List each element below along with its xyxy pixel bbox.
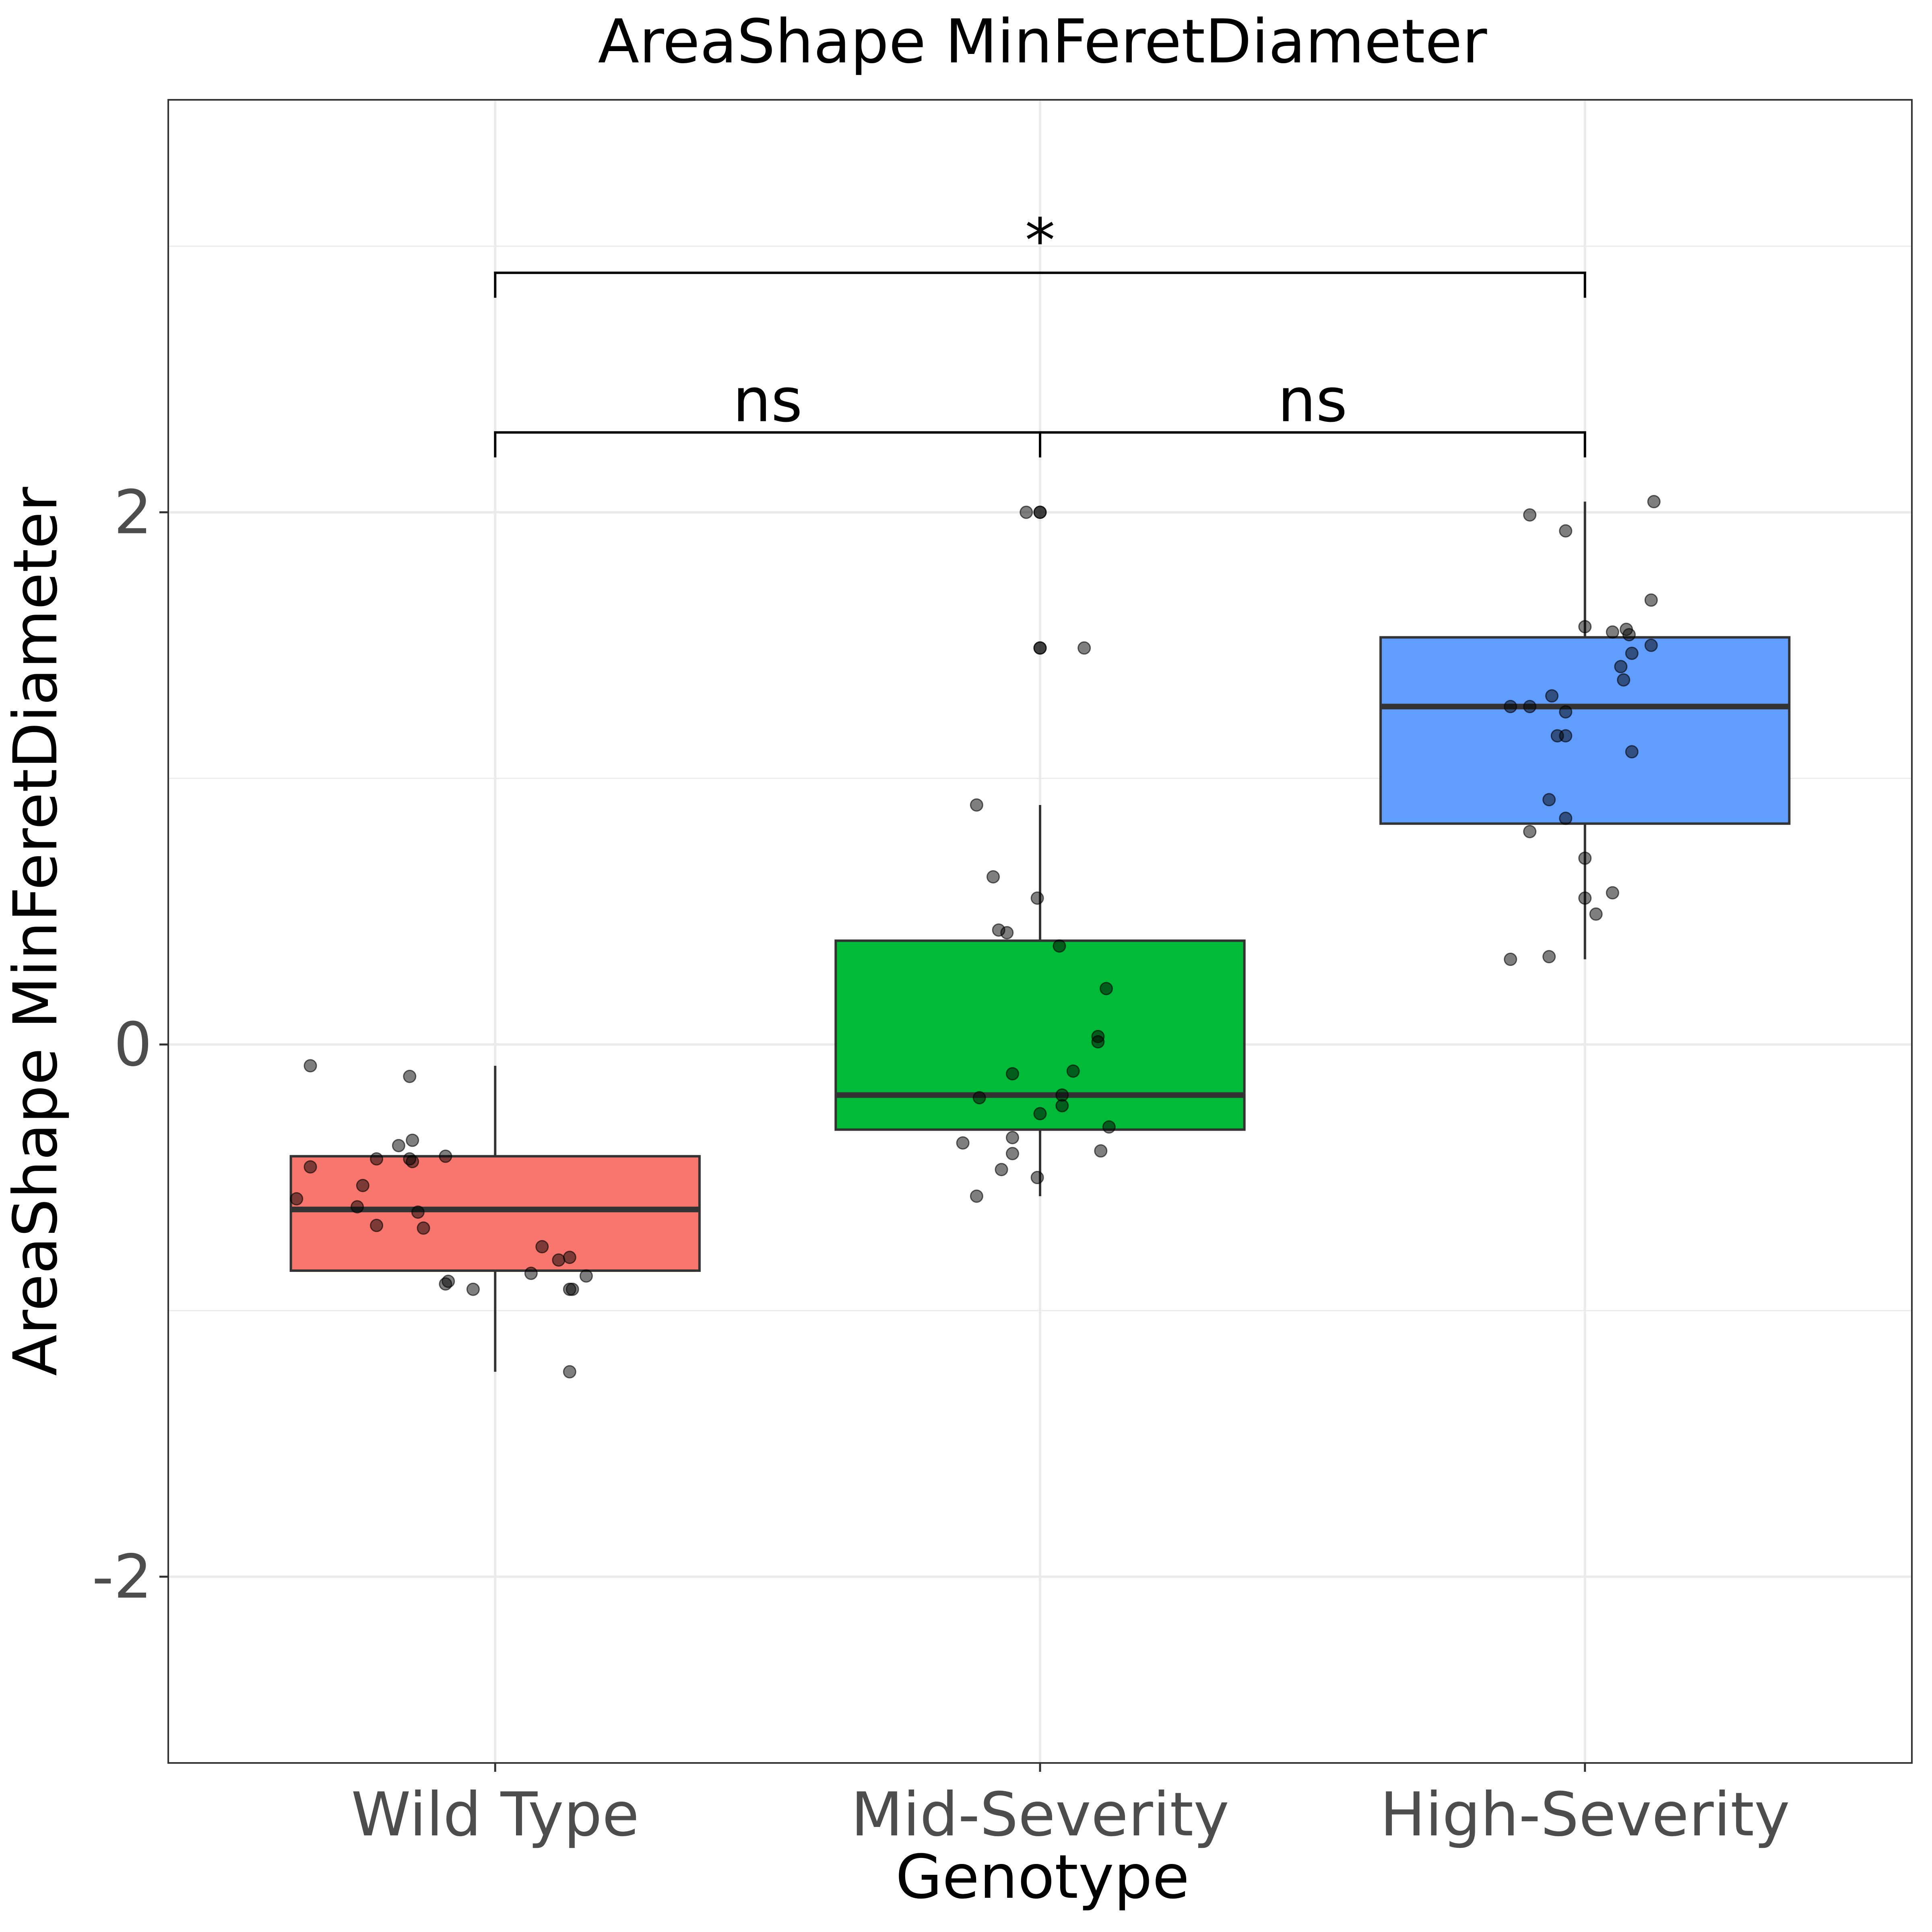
data-point: [524, 1267, 538, 1280]
data-point: [1647, 495, 1661, 508]
x-tick-label: Mid-Severity: [851, 1780, 1229, 1850]
data-point: [406, 1155, 419, 1168]
x-tick-label: Wild Type: [351, 1780, 639, 1850]
data-point: [1053, 939, 1066, 953]
data-point: [442, 1274, 455, 1288]
data-point: [1504, 700, 1517, 713]
data-point: [1606, 886, 1619, 900]
data-point: [392, 1139, 405, 1152]
data-point: [1504, 952, 1517, 966]
bracket-line: [494, 271, 1586, 298]
data-point: [1559, 524, 1573, 538]
data-point: [406, 1133, 419, 1147]
significance-label: ns: [733, 365, 803, 436]
data-point: [370, 1152, 384, 1166]
data-point: [1523, 508, 1537, 522]
data-point: [356, 1179, 369, 1192]
data-point: [466, 1282, 480, 1296]
data-point: [535, 1240, 549, 1253]
bracket-line: [1039, 431, 1586, 458]
data-point: [970, 798, 983, 812]
data-point: [1094, 1144, 1108, 1158]
significance-label: *: [1025, 206, 1055, 276]
y-tick-label: 2: [114, 478, 152, 548]
data-point: [1091, 1035, 1105, 1049]
data-point: [411, 1205, 425, 1219]
data-point: [970, 1189, 983, 1203]
data-point: [1033, 506, 1047, 519]
data-point: [1542, 793, 1556, 807]
data-point: [1102, 1120, 1116, 1134]
box-body: [834, 939, 1246, 1131]
data-points: [290, 495, 1661, 1379]
data-point: [1625, 646, 1639, 660]
data-point: [579, 1269, 593, 1283]
significance-label: ns: [1278, 365, 1347, 436]
data-point: [1545, 689, 1559, 703]
data-point: [1099, 982, 1113, 995]
data-point: [1005, 1131, 1019, 1144]
data-point: [972, 1091, 986, 1104]
data-point: [403, 1069, 417, 1083]
data-point: [1617, 673, 1631, 687]
data-point: [1033, 1107, 1047, 1121]
axes: -2 0 2 Wild Type Mid-Severity High-Severity: [92, 478, 1790, 1850]
data-point: [986, 870, 1000, 883]
data-point: [439, 1150, 452, 1163]
box-body: [289, 1155, 701, 1272]
y-tick-label: -2: [92, 1542, 152, 1612]
data-point: [1559, 729, 1573, 743]
significance-brackets: ns ns *: [494, 206, 1586, 458]
data-point: [1005, 1067, 1019, 1081]
data-point: [1033, 641, 1047, 655]
box-1: [834, 805, 1246, 1196]
data-point: [566, 1282, 579, 1296]
box-body: [1379, 636, 1791, 825]
data-point: [1030, 1171, 1044, 1185]
data-point: [1578, 891, 1592, 905]
comparison-bracket: *: [494, 206, 1586, 298]
chart-title: AreaShape MinFeretDiameter: [598, 7, 1487, 77]
data-point: [563, 1365, 576, 1379]
data-point: [956, 1136, 970, 1150]
data-point: [563, 1251, 576, 1264]
data-point: [1606, 625, 1619, 639]
data-point: [1542, 950, 1556, 964]
data-point: [303, 1059, 317, 1073]
data-point: [1055, 1099, 1069, 1113]
data-point: [1000, 926, 1014, 939]
data-point: [1614, 660, 1628, 673]
data-point: [1066, 1064, 1080, 1078]
data-point: [351, 1200, 364, 1214]
data-point: [1589, 907, 1603, 921]
data-point: [303, 1160, 317, 1174]
data-point: [1625, 745, 1639, 759]
data-point: [1005, 1147, 1019, 1160]
data-point: [417, 1221, 430, 1235]
data-point: [1523, 700, 1537, 713]
data-point: [552, 1253, 566, 1267]
y-axis-title: AreaShape MinFeretDiameter: [1, 487, 71, 1376]
data-point: [1020, 506, 1033, 519]
data-point: [1644, 638, 1658, 652]
data-point: [370, 1219, 384, 1232]
y-tick-label: 0: [114, 1010, 152, 1080]
comparison-bracket: ns: [1039, 365, 1586, 458]
x-tick-label: High-Severity: [1380, 1780, 1790, 1850]
data-point: [1578, 620, 1592, 634]
data-point: [1578, 851, 1592, 865]
data-point: [1644, 593, 1658, 607]
data-point: [1559, 705, 1573, 719]
data-point: [1030, 891, 1044, 905]
data-point: [995, 1163, 1008, 1177]
boxes: [289, 502, 1791, 1372]
data-point: [1523, 825, 1537, 838]
data-point: [1622, 628, 1636, 642]
data-point: [1559, 811, 1573, 825]
data-point: [290, 1192, 303, 1205]
box-2: [1379, 502, 1791, 960]
data-point: [1077, 641, 1091, 655]
x-axis-title: Genotype: [896, 1842, 1189, 1912]
